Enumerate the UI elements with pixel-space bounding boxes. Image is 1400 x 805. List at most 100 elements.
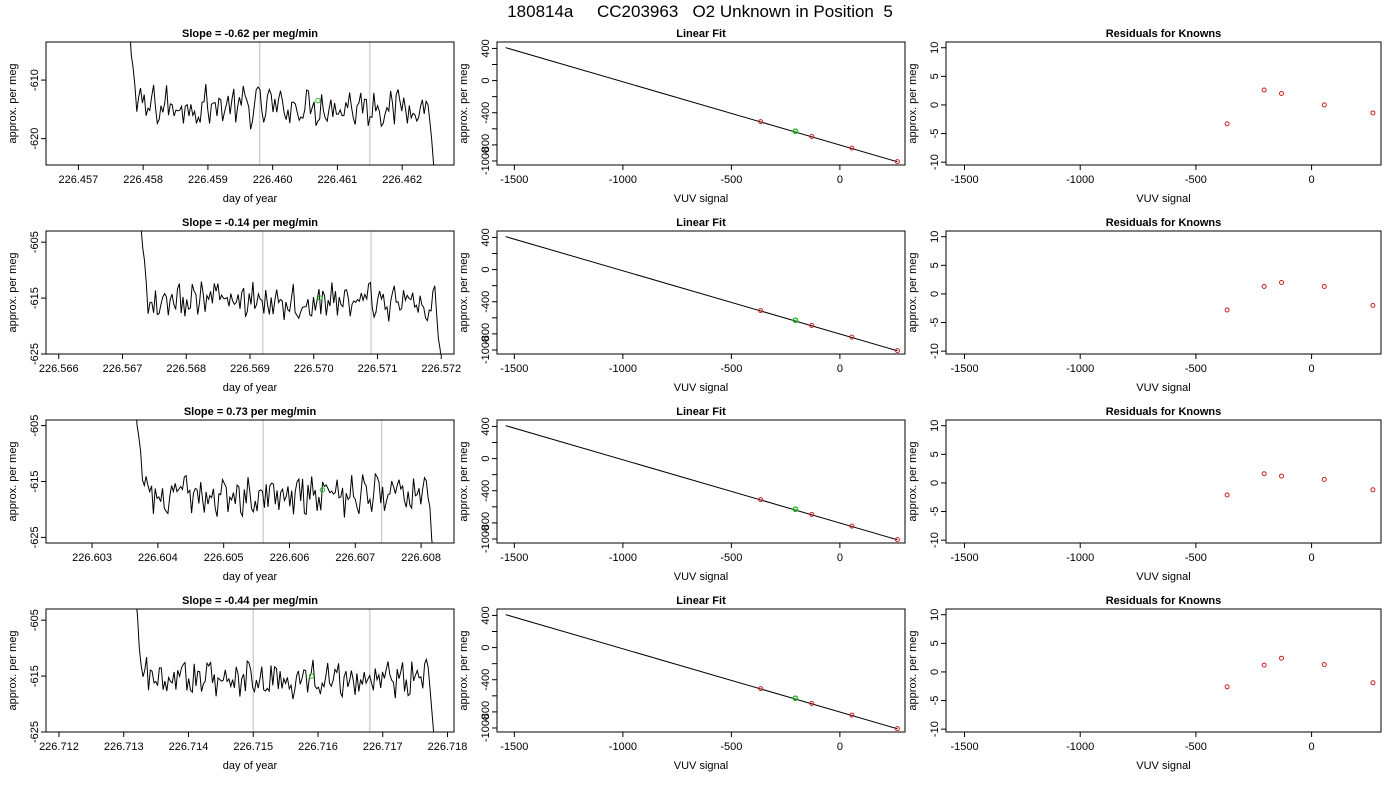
panel-1-2: Linear Fit-1500 -1000 -500 04000-400-800-10… xyxy=(458,28,906,205)
y-tick-label: -10 xyxy=(929,154,941,170)
y-tick-label: 400 xyxy=(480,39,492,57)
x-tick-label: -1000 xyxy=(1066,552,1094,564)
y-tick-label: -400 xyxy=(480,102,492,124)
y-tick-label: 10 xyxy=(929,42,941,54)
x-axis-label: VUV signal xyxy=(1136,193,1190,205)
residual-point xyxy=(1279,655,1285,661)
x-axis-label: VUV signal xyxy=(674,760,728,772)
x-tick-label: 226.459 xyxy=(188,174,228,186)
y-tick-label: -620 xyxy=(29,128,41,150)
residual-point xyxy=(1224,492,1230,498)
x-tick-label: 226.717 xyxy=(363,741,403,753)
known-point xyxy=(894,159,900,165)
x-tick-label: -1000 xyxy=(1066,174,1094,186)
x-tick-label: 226.571 xyxy=(358,363,398,375)
fit-line xyxy=(505,425,898,541)
y-tick-label: -400 xyxy=(480,669,492,691)
residual-point xyxy=(1279,473,1285,479)
x-tick-label: -1000 xyxy=(1066,741,1094,753)
x-tick-label: 226.572 xyxy=(421,363,461,375)
series-trace xyxy=(136,609,435,732)
panel-title: Slope = 0.73 per meg/min xyxy=(184,406,317,418)
x-tick-label: -1500 xyxy=(500,174,528,186)
y-axis-label: approx. per meg xyxy=(7,63,19,143)
unknown-point xyxy=(792,317,799,324)
y-tick-label: 10 xyxy=(929,231,941,243)
x-tick-label: -1500 xyxy=(500,741,528,753)
x-axis-label: VUV signal xyxy=(674,382,728,394)
series-trace xyxy=(130,42,435,165)
y-tick-label: 5 xyxy=(929,73,941,79)
known-point xyxy=(849,145,855,151)
x-tick-label: 226.460 xyxy=(253,174,293,186)
x-tick-label: -500 xyxy=(720,174,742,186)
x-tick-label: 226.603 xyxy=(72,552,112,564)
x-axis-label: VUV signal xyxy=(1136,760,1190,772)
y-tick-label: 0 xyxy=(929,102,941,108)
residual-point xyxy=(1321,102,1327,108)
y-tick-label: -1000 xyxy=(480,714,492,742)
known-point xyxy=(809,133,815,139)
y-axis-label: approx. per meg xyxy=(907,630,919,710)
residual-point xyxy=(1261,283,1267,289)
y-tick-label: 400 xyxy=(480,417,492,435)
known-point xyxy=(894,537,900,543)
x-tick-label: -500 xyxy=(720,741,742,753)
y-tick-label: -5 xyxy=(929,507,941,517)
x-tick-label: -1500 xyxy=(950,174,978,186)
x-axis-label: day of year xyxy=(223,571,278,583)
x-tick-label: 226.569 xyxy=(230,363,270,375)
y-tick-label: -625 xyxy=(29,721,41,743)
residual-point xyxy=(1321,283,1327,289)
residual-point xyxy=(1224,684,1230,690)
x-tick-label: 226.567 xyxy=(103,363,143,375)
y-axis-label: approx. per meg xyxy=(7,441,19,521)
y-tick-label: 5 xyxy=(929,640,941,646)
y-tick-label: -800 xyxy=(480,512,492,534)
y-tick-label: -400 xyxy=(480,480,492,502)
y-tick-label: 0 xyxy=(929,669,941,675)
panel-title: Slope = -0.44 per meg/min xyxy=(182,595,318,607)
y-tick-label: -800 xyxy=(480,323,492,345)
panel-3-3: Residuals for Knowns -1500 -1000 -500 0 10 5 0 -… xyxy=(907,406,1382,583)
x-tick-label: 226.718 xyxy=(428,741,468,753)
x-tick-label: -1500 xyxy=(950,741,978,753)
x-tick-label: -1000 xyxy=(609,741,637,753)
known-point xyxy=(894,726,900,732)
y-tick-label: -1000 xyxy=(480,147,492,175)
plot-frame xyxy=(496,608,906,733)
y-tick-label: -605 xyxy=(29,231,41,253)
y-tick-label: 0 xyxy=(929,291,941,297)
unknown-point xyxy=(319,487,326,493)
y-tick-label: 10 xyxy=(929,420,941,432)
x-tick-label: 226.606 xyxy=(270,552,310,564)
plot-frame xyxy=(945,419,1382,544)
panel-3-2: Linear Fit-1500 -1000 -500 04000-400-800-10… xyxy=(458,406,906,583)
panel-title: Slope = -0.14 per meg/min xyxy=(182,217,318,229)
y-tick-label: 0 xyxy=(480,78,492,84)
x-tick-label: 226.608 xyxy=(401,552,441,564)
y-tick-label: -10 xyxy=(929,343,941,359)
x-tick-label: 0 xyxy=(1309,174,1315,186)
series-trace xyxy=(140,231,442,354)
y-tick-label: -5 xyxy=(929,696,941,706)
residual-point xyxy=(1224,307,1230,313)
panel-title: Linear Fit xyxy=(676,406,726,418)
y-tick-label: -5 xyxy=(929,318,941,328)
residual-point xyxy=(1370,487,1376,493)
y-tick-label: 0 xyxy=(929,480,941,486)
y-tick-label: -10 xyxy=(929,532,941,548)
plot-frame xyxy=(496,419,906,544)
known-point xyxy=(849,334,855,340)
x-tick-label: 226.568 xyxy=(166,363,206,375)
known-point xyxy=(809,511,815,517)
known-point xyxy=(849,523,855,529)
residual-point xyxy=(1279,279,1285,285)
panel-1-3: Residuals for Knowns -1500 -1000 -500 0 10 5 0 -… xyxy=(907,28,1382,205)
panel-title: Linear Fit xyxy=(676,28,726,40)
y-tick-label: 0 xyxy=(480,456,492,462)
x-tick-label: 226.566 xyxy=(39,363,79,375)
panel-title: Linear Fit xyxy=(676,217,726,229)
known-point xyxy=(758,308,764,314)
y-axis-label: approx. per meg xyxy=(7,252,19,332)
